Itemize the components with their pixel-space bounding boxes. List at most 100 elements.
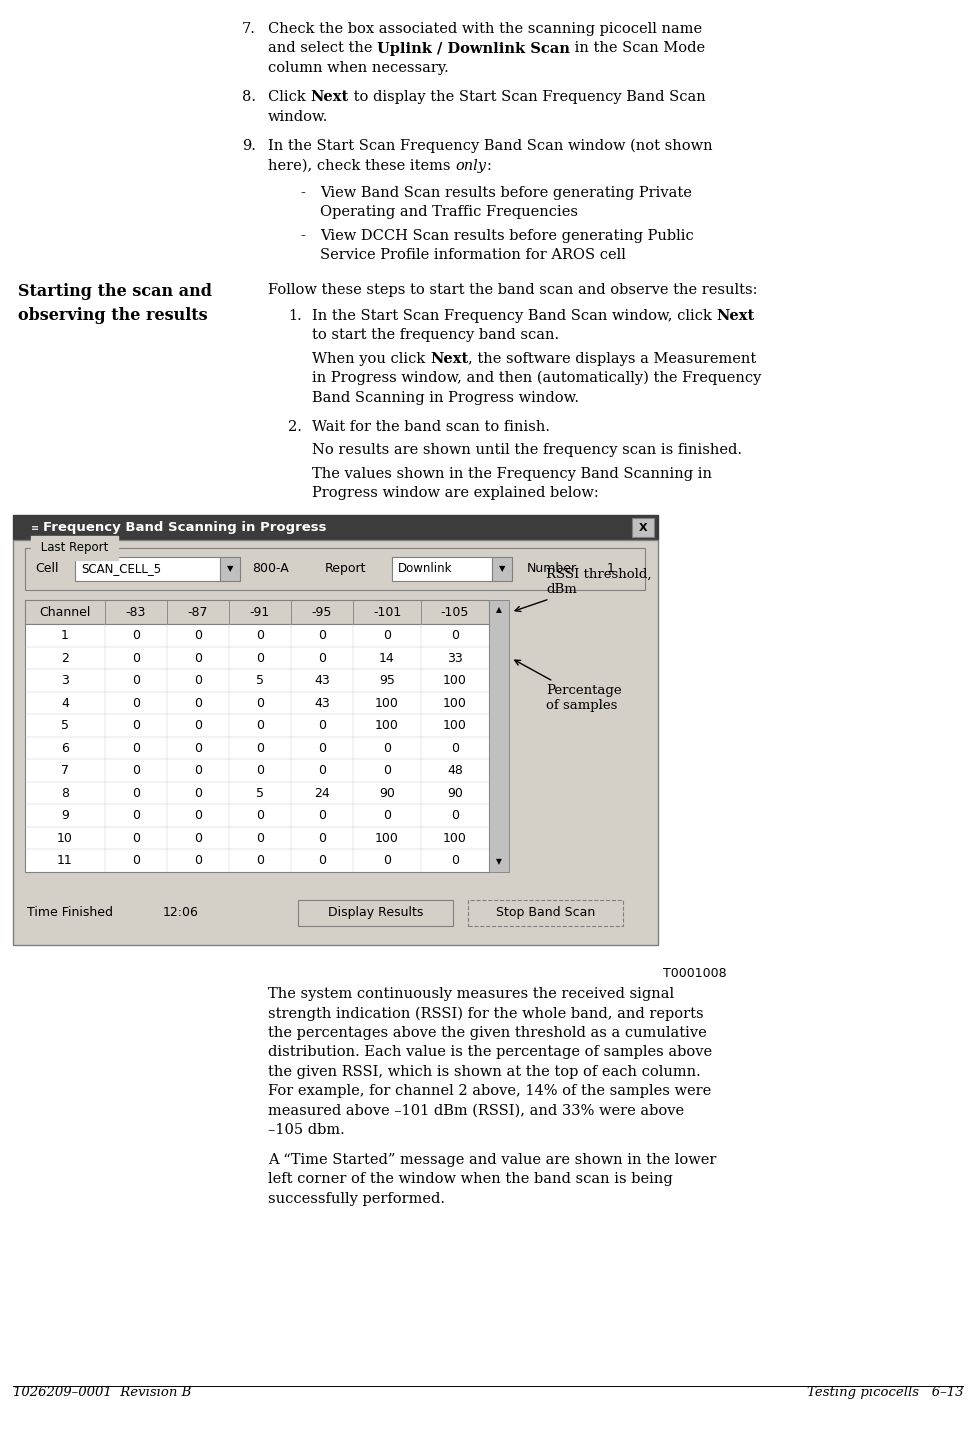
Text: Follow these steps to start the band scan and observe the results:: Follow these steps to start the band sca… xyxy=(268,283,757,297)
Text: in the Scan Mode: in the Scan Mode xyxy=(570,41,705,56)
Text: 6: 6 xyxy=(61,742,69,755)
Text: Last Report: Last Report xyxy=(37,542,112,554)
Bar xyxy=(392,557,492,580)
Text: 10: 10 xyxy=(57,832,73,845)
Text: 1: 1 xyxy=(607,563,615,576)
Text: -83: -83 xyxy=(126,606,146,619)
Text: 0: 0 xyxy=(132,719,140,732)
Text: Next: Next xyxy=(716,309,754,323)
Text: 5: 5 xyxy=(61,719,69,732)
Text: 8.: 8. xyxy=(242,90,256,104)
Text: 24: 24 xyxy=(314,786,330,800)
Text: strength indication (RSSI) for the whole band, and reports: strength indication (RSSI) for the whole… xyxy=(268,1006,704,1020)
Bar xyxy=(75,557,220,580)
Text: Percentage
of samples: Percentage of samples xyxy=(514,660,622,712)
Text: Report: Report xyxy=(325,563,367,576)
Text: ▼: ▼ xyxy=(499,564,506,573)
Text: distribution. Each value is the percentage of samples above: distribution. Each value is the percenta… xyxy=(268,1046,712,1059)
Text: 33: 33 xyxy=(447,652,463,664)
Text: Next: Next xyxy=(429,352,468,366)
Text: 0: 0 xyxy=(132,742,140,755)
Bar xyxy=(468,900,623,926)
Text: 4: 4 xyxy=(61,696,69,710)
Text: 100: 100 xyxy=(375,719,399,732)
Text: 90: 90 xyxy=(379,786,395,800)
Text: 0: 0 xyxy=(132,629,140,642)
Text: to start the frequency band scan.: to start the frequency band scan. xyxy=(312,329,559,342)
Text: only: only xyxy=(455,159,486,173)
Text: here), check these items: here), check these items xyxy=(268,159,455,173)
Text: Service Profile information for AROS cell: Service Profile information for AROS cel… xyxy=(320,249,626,262)
Bar xyxy=(632,519,654,537)
Bar xyxy=(298,900,453,926)
Text: 5: 5 xyxy=(256,786,264,800)
Text: 800-A: 800-A xyxy=(252,563,289,576)
Text: Starting the scan and
observing the results: Starting the scan and observing the resu… xyxy=(18,283,212,324)
Text: 0: 0 xyxy=(256,765,264,777)
Text: 0: 0 xyxy=(318,719,326,732)
Text: Uplink / Downlink Scan: Uplink / Downlink Scan xyxy=(377,41,570,56)
Text: ▼: ▼ xyxy=(226,564,233,573)
Text: 0: 0 xyxy=(132,765,140,777)
Bar xyxy=(25,624,489,872)
Text: 0: 0 xyxy=(383,742,391,755)
Text: 90: 90 xyxy=(447,786,463,800)
Text: -: - xyxy=(300,229,305,243)
Bar xyxy=(13,516,658,540)
Text: -105: -105 xyxy=(441,606,469,619)
Text: In the Start Scan Frequency Band Scan window, click: In the Start Scan Frequency Band Scan wi… xyxy=(312,309,716,323)
Text: 0: 0 xyxy=(383,765,391,777)
Text: 0: 0 xyxy=(318,832,326,845)
Text: 0: 0 xyxy=(451,742,459,755)
Text: Operating and Traffic Frequencies: Operating and Traffic Frequencies xyxy=(320,206,578,219)
Text: View DCCH Scan results before generating Public: View DCCH Scan results before generating… xyxy=(320,229,694,243)
Text: 0: 0 xyxy=(256,832,264,845)
Text: 0: 0 xyxy=(256,719,264,732)
Text: 9.: 9. xyxy=(242,139,256,153)
Text: Band Scanning in Progress window.: Band Scanning in Progress window. xyxy=(312,390,579,404)
Text: View Band Scan results before generating Private: View Band Scan results before generating… xyxy=(320,186,692,200)
Text: left corner of the window when the band scan is being: left corner of the window when the band … xyxy=(268,1172,672,1186)
Text: Next: Next xyxy=(310,90,348,104)
Text: 0: 0 xyxy=(318,742,326,755)
Text: ≡: ≡ xyxy=(31,523,39,533)
Text: 0: 0 xyxy=(256,742,264,755)
Text: 0: 0 xyxy=(318,765,326,777)
Text: 100: 100 xyxy=(443,674,467,687)
Text: 0: 0 xyxy=(256,809,264,822)
Text: 0: 0 xyxy=(451,855,459,867)
Text: 0: 0 xyxy=(194,674,202,687)
Text: 100: 100 xyxy=(443,832,467,845)
Text: measured above –101 dBm (RSSI), and 33% were above: measured above –101 dBm (RSSI), and 33% … xyxy=(268,1103,684,1117)
Text: -87: -87 xyxy=(187,606,208,619)
Text: 0: 0 xyxy=(194,652,202,664)
Text: successfully performed.: successfully performed. xyxy=(268,1192,445,1206)
Text: Click: Click xyxy=(268,90,310,104)
Text: Progress window are explained below:: Progress window are explained below: xyxy=(312,486,598,500)
Text: -101: -101 xyxy=(373,606,401,619)
Text: A “Time Started” message and value are shown in the lower: A “Time Started” message and value are s… xyxy=(268,1153,716,1166)
Text: 5: 5 xyxy=(256,674,264,687)
Text: Downlink: Downlink xyxy=(398,563,453,576)
Text: to display the Start Scan Frequency Band Scan: to display the Start Scan Frequency Band… xyxy=(348,90,706,104)
Text: 0: 0 xyxy=(194,696,202,710)
Text: -95: -95 xyxy=(311,606,332,619)
Text: Testing picocells   6–13: Testing picocells 6–13 xyxy=(806,1386,963,1399)
Text: 0: 0 xyxy=(194,742,202,755)
Text: 9: 9 xyxy=(61,809,69,822)
Text: 0: 0 xyxy=(256,629,264,642)
Text: -: - xyxy=(300,186,305,200)
Text: Check the box associated with the scanning picocell name: Check the box associated with the scanni… xyxy=(268,21,702,36)
Text: 100: 100 xyxy=(375,832,399,845)
Text: Time Finished: Time Finished xyxy=(27,906,113,919)
Text: No results are shown until the frequency scan is finished.: No results are shown until the frequency… xyxy=(312,443,742,457)
Text: 48: 48 xyxy=(447,765,463,777)
Text: 0: 0 xyxy=(256,696,264,710)
Text: The values shown in the Frequency Band Scanning in: The values shown in the Frequency Band S… xyxy=(312,467,712,480)
Text: 0: 0 xyxy=(194,629,202,642)
Text: Wait for the band scan to finish.: Wait for the band scan to finish. xyxy=(312,420,550,434)
Text: 0: 0 xyxy=(256,652,264,664)
Text: 7.: 7. xyxy=(242,21,256,36)
Bar xyxy=(492,557,512,580)
Text: 0: 0 xyxy=(318,855,326,867)
